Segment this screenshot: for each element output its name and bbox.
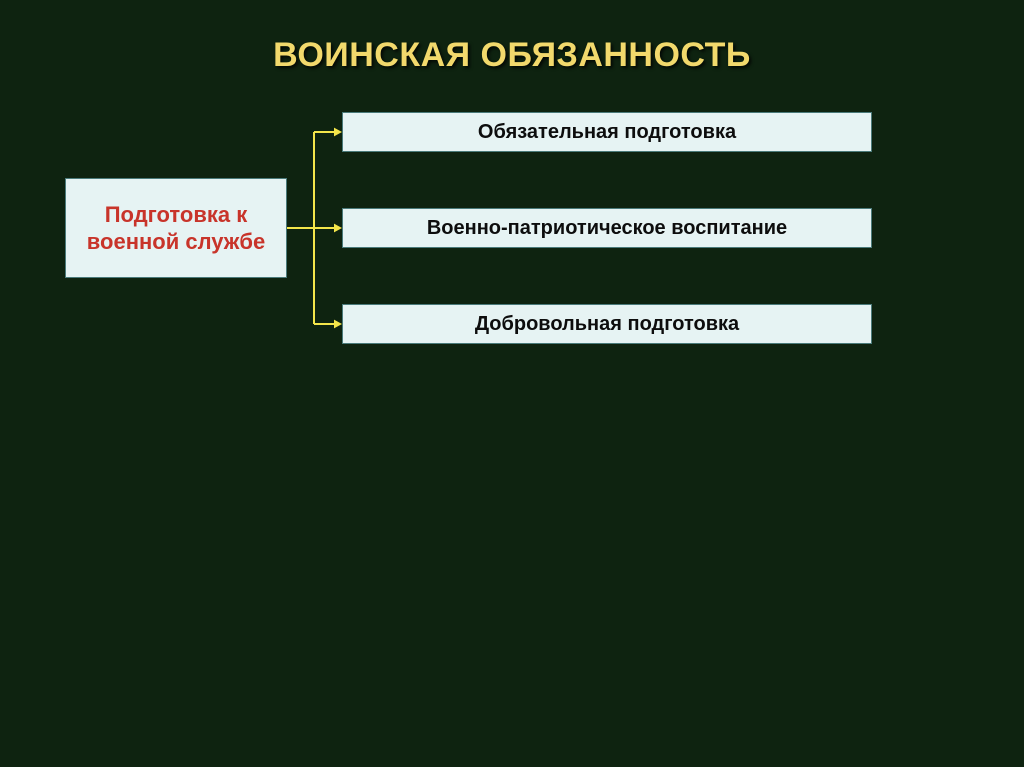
page-title: ВОИНСКАЯ ОБЯЗАННОСТЬ (0, 36, 1024, 75)
item-node: Военно-патриотическое воспитание (342, 208, 872, 248)
item-node: Обязательная подготовка (342, 112, 872, 152)
item-node-label: Военно-патриотическое воспитание (427, 217, 787, 240)
item-node-label: Обязательная подготовка (478, 121, 736, 144)
root-node: Подготовка к военной службе (65, 178, 287, 278)
item-node: Добровольная подготовка (342, 304, 872, 344)
root-node-label: Подготовка к военной службе (76, 201, 276, 256)
item-node-label: Добровольная подготовка (475, 313, 739, 336)
